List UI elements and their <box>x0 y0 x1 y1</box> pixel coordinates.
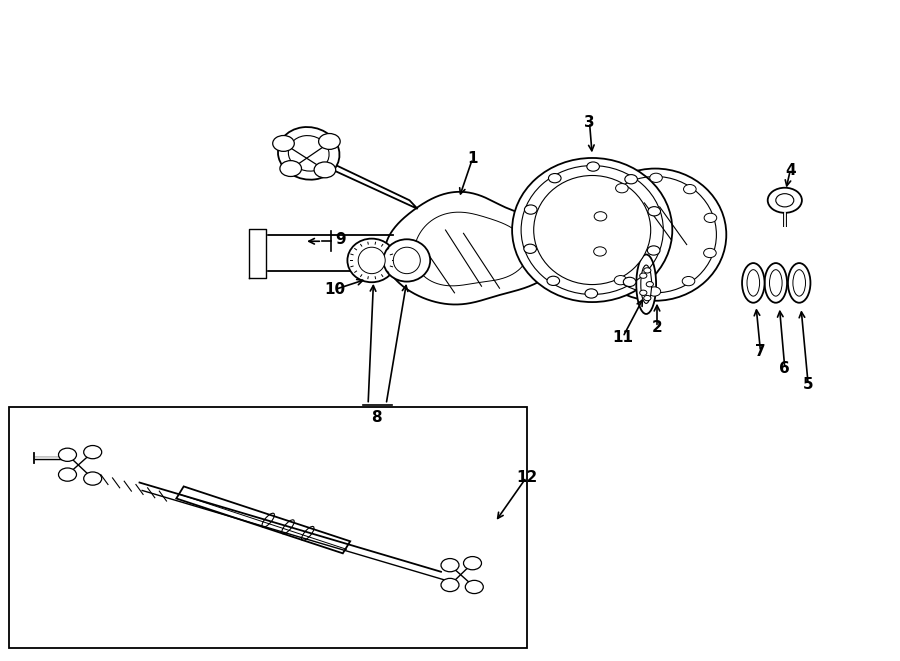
Circle shape <box>58 468 76 481</box>
Circle shape <box>768 188 802 213</box>
Circle shape <box>465 580 483 594</box>
Polygon shape <box>543 235 670 271</box>
Circle shape <box>84 472 102 485</box>
Text: 3: 3 <box>584 115 595 130</box>
Circle shape <box>585 289 598 298</box>
Text: 11: 11 <box>612 330 634 344</box>
Polygon shape <box>670 230 688 276</box>
Circle shape <box>704 249 716 258</box>
Circle shape <box>615 276 627 285</box>
Ellipse shape <box>747 270 760 296</box>
Circle shape <box>547 276 560 286</box>
Polygon shape <box>266 235 393 271</box>
Circle shape <box>594 247 607 256</box>
Circle shape <box>524 244 536 253</box>
Text: 9: 9 <box>335 232 346 247</box>
Ellipse shape <box>347 239 396 282</box>
Circle shape <box>441 559 459 572</box>
Polygon shape <box>249 229 266 278</box>
Circle shape <box>616 184 628 193</box>
Ellipse shape <box>770 270 782 296</box>
Ellipse shape <box>512 158 672 302</box>
Circle shape <box>640 273 647 278</box>
Circle shape <box>280 161 302 176</box>
Text: 6: 6 <box>779 361 790 375</box>
Circle shape <box>625 175 637 184</box>
Circle shape <box>704 214 716 223</box>
Circle shape <box>594 212 607 221</box>
Ellipse shape <box>636 254 656 314</box>
Circle shape <box>683 184 696 194</box>
Circle shape <box>644 295 651 301</box>
Circle shape <box>548 174 561 183</box>
Circle shape <box>650 173 662 182</box>
Circle shape <box>319 134 340 149</box>
Text: 2: 2 <box>652 320 662 334</box>
Ellipse shape <box>584 169 726 301</box>
Text: 1: 1 <box>467 151 478 166</box>
Circle shape <box>314 162 336 178</box>
Ellipse shape <box>278 127 339 180</box>
Ellipse shape <box>393 247 420 274</box>
Circle shape <box>84 446 102 459</box>
Circle shape <box>441 578 459 592</box>
Ellipse shape <box>641 265 652 303</box>
Circle shape <box>648 207 661 216</box>
Circle shape <box>58 448 76 461</box>
Circle shape <box>624 277 636 286</box>
Circle shape <box>587 162 599 171</box>
Ellipse shape <box>788 263 811 303</box>
Ellipse shape <box>534 175 651 284</box>
Circle shape <box>646 282 653 287</box>
Polygon shape <box>593 210 616 235</box>
Ellipse shape <box>358 247 385 274</box>
Bar <box>9 407 526 648</box>
Circle shape <box>273 136 294 151</box>
Circle shape <box>525 205 537 214</box>
Text: 7: 7 <box>755 344 766 359</box>
Text: 10: 10 <box>324 282 346 297</box>
Circle shape <box>464 557 482 570</box>
Text: 5: 5 <box>803 377 814 392</box>
Circle shape <box>648 287 661 296</box>
Text: 4: 4 <box>785 163 796 178</box>
Text: 12: 12 <box>516 470 537 485</box>
Ellipse shape <box>793 270 806 296</box>
Ellipse shape <box>764 263 787 303</box>
Ellipse shape <box>383 239 430 282</box>
Polygon shape <box>384 192 560 305</box>
Circle shape <box>640 290 647 295</box>
Circle shape <box>647 246 660 255</box>
Ellipse shape <box>742 263 764 303</box>
Circle shape <box>644 268 651 273</box>
Text: 8: 8 <box>371 410 382 425</box>
Circle shape <box>682 276 695 286</box>
Polygon shape <box>304 150 418 209</box>
Polygon shape <box>176 486 350 553</box>
